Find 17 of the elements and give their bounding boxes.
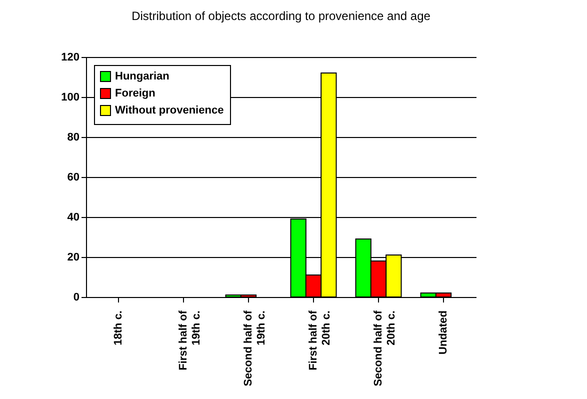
x-tick-label: Second half of 20th c. bbox=[372, 310, 398, 386]
x-tick-label: First half of 19th c. bbox=[178, 310, 202, 370]
y-tick-label: 20 bbox=[67, 252, 80, 264]
y-tick-label: 0 bbox=[73, 292, 80, 304]
chart-title: Distribution of objects according to provenience and age bbox=[132, 9, 431, 23]
y-tick-label: 120 bbox=[61, 52, 80, 64]
y-tick-label: 40 bbox=[67, 212, 80, 224]
legend-label: Foreign bbox=[115, 88, 156, 100]
x-tick-label: First half of 20th c. bbox=[308, 310, 332, 370]
y-tick-label: 60 bbox=[67, 172, 80, 184]
x-tick-label: 18th c. bbox=[112, 310, 124, 346]
legend-label: Without provenience bbox=[115, 104, 224, 116]
x-tick-label: Undated bbox=[438, 310, 450, 354]
y-tick-label: 100 bbox=[61, 92, 80, 104]
x-tick-label: Second half of 19th c. bbox=[242, 310, 268, 386]
y-tick-label: 80 bbox=[67, 132, 80, 144]
legend-label: Hungarian bbox=[115, 70, 170, 82]
